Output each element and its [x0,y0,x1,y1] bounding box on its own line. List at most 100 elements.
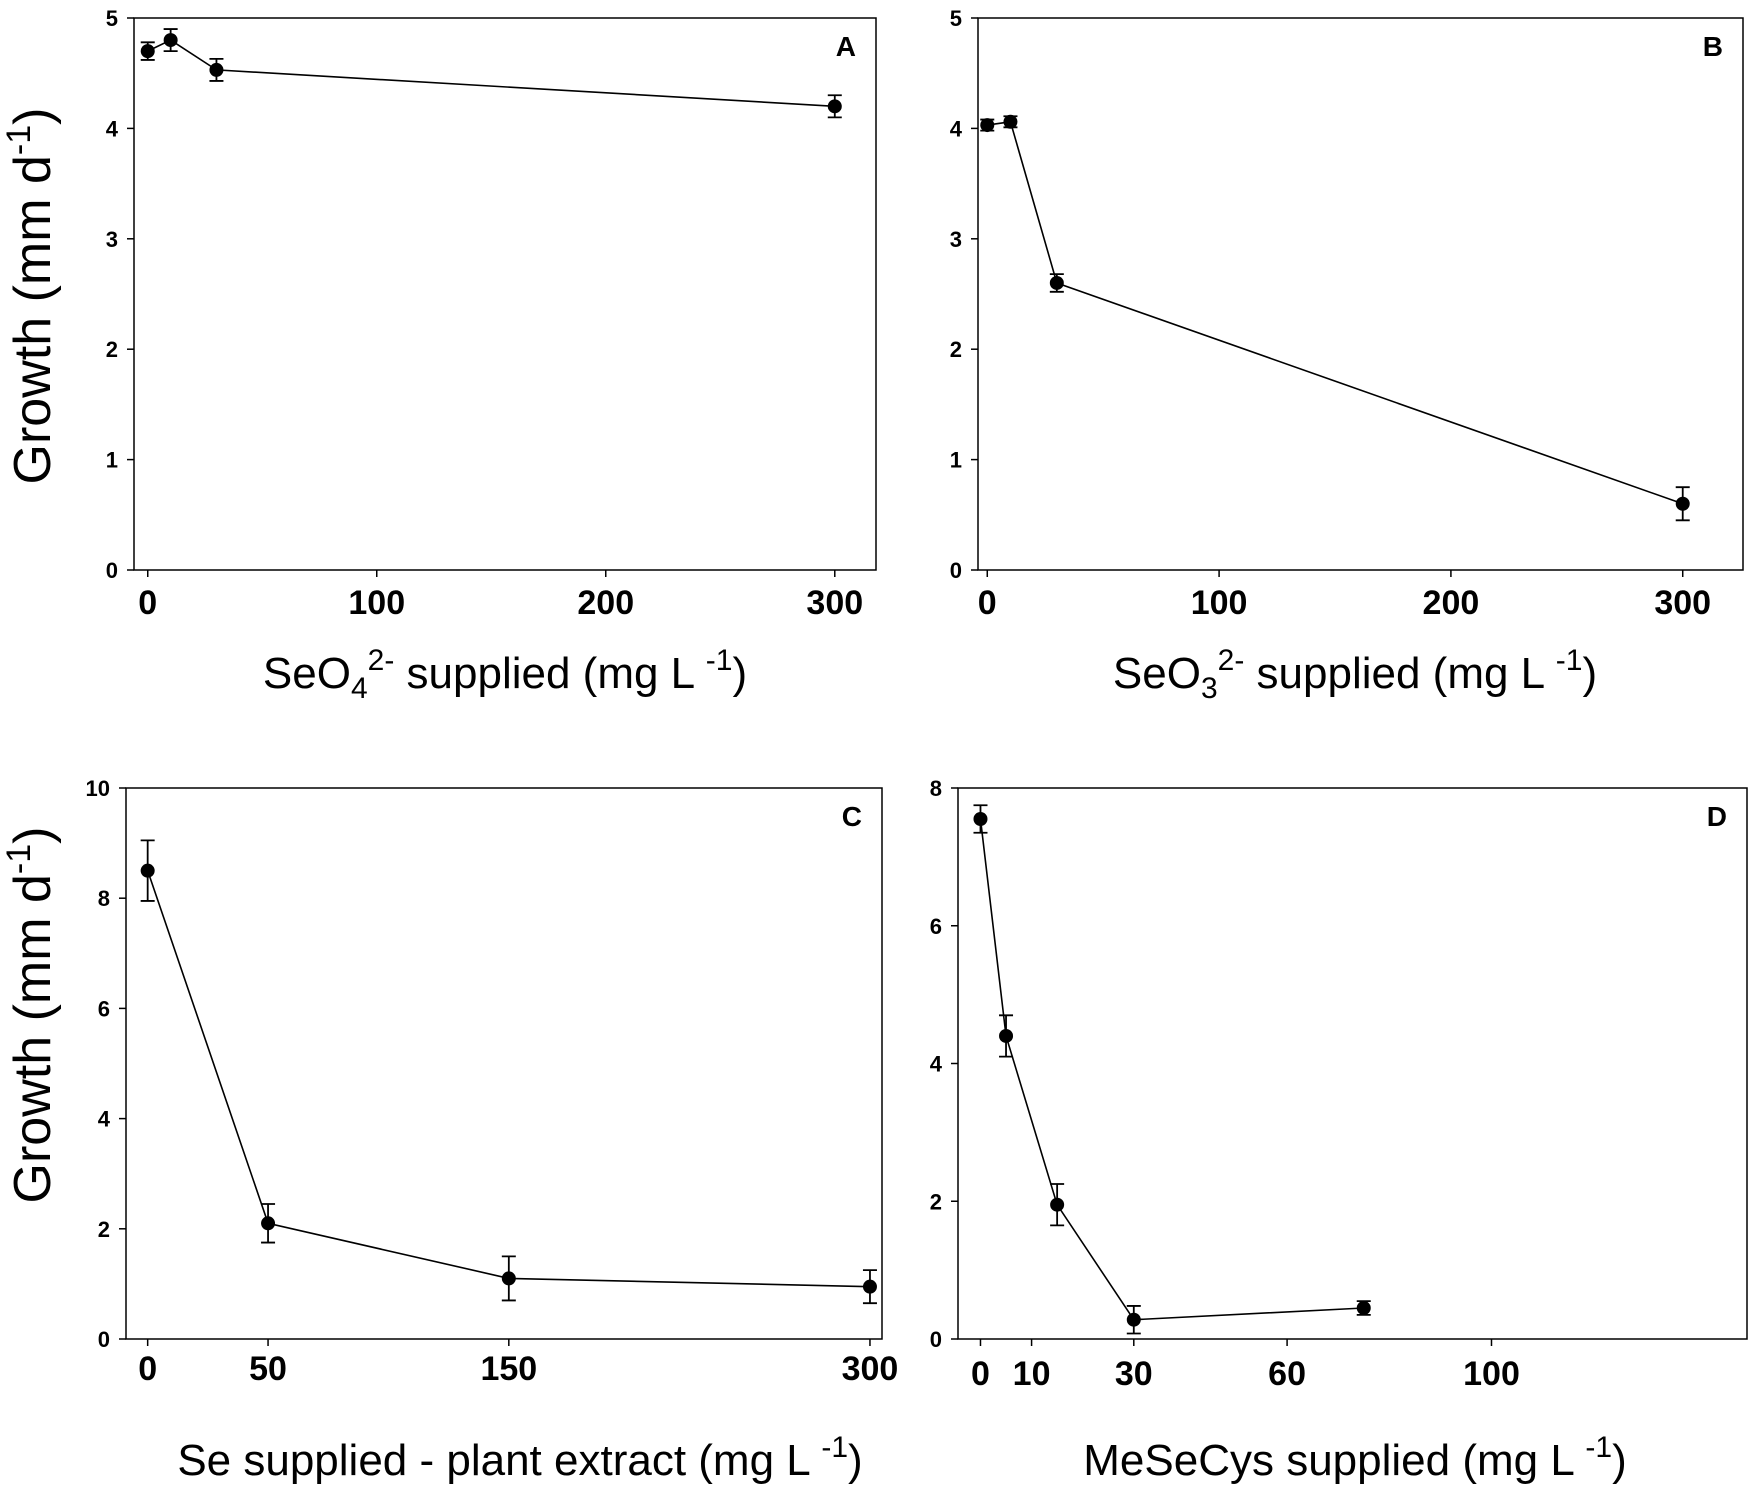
y-tick-label: 6 [930,914,942,939]
y-tick-label: 5 [106,6,118,31]
y-tick-label: 0 [930,1327,942,1352]
plot-frame [125,787,883,1340]
label-part: 2- [1218,644,1245,677]
x-tick-label: 100 [1191,584,1248,622]
panel-label: A [836,31,856,62]
y-tick-label: 4 [98,1107,111,1132]
x-tick-label: 0 [138,1350,157,1388]
label-part: ) [1612,1436,1627,1485]
data-point [973,811,988,826]
y-tick-label: 10 [86,776,110,801]
data-point [862,1279,877,1294]
label-part: SeO [1113,649,1201,698]
y-tick-label: 1 [106,448,118,473]
y-tick-label: 8 [98,886,110,911]
data-line [146,870,870,1288]
data-point [827,99,842,114]
data-line [979,818,1364,1321]
x-axis-label: Se supplied - plant extract (mg L -1) [177,1431,862,1485]
label-part: ) [4,108,62,125]
y-tick-label: 0 [98,1327,110,1352]
x-tick-label: 50 [249,1350,287,1388]
data-point [1356,1301,1371,1316]
data-point [501,1271,516,1286]
x-tick-label: 0 [971,1355,990,1393]
x-tick-label: 200 [577,584,634,622]
label-part: -1 [1556,644,1583,677]
x-tick-label: 150 [480,1350,537,1388]
data-point [140,44,155,59]
x-tick-label: 300 [842,1350,899,1388]
label-part: Se supplied - plant extract (mg L [177,1436,821,1485]
data-point [1126,1312,1141,1327]
y-tick-label: 6 [98,996,110,1021]
data-point [980,118,995,133]
label-part: Growth (mm d [4,874,62,1203]
y-tick-label: 2 [950,337,962,362]
label-part: ) [732,649,747,698]
x-axis-label: MeSeCys supplied (mg L -1) [1083,1431,1626,1485]
y-tick-label: 1 [950,448,962,473]
plot-frame [133,17,877,571]
x-axis-label: SeO32- supplied (mg L -1) [1113,644,1597,705]
label-part: ) [1582,649,1597,698]
label-part: ) [4,827,62,844]
x-tick-label: 300 [1654,584,1711,622]
data-point [261,1216,276,1231]
x-tick-label: 200 [1423,584,1480,622]
panel-label: B [1703,31,1723,62]
y-tick-label: 2 [930,1189,942,1214]
label-part: SeO [263,649,351,698]
label-part: ) [848,1436,863,1485]
data-point [1675,496,1690,511]
x-tick-label: 30 [1115,1355,1153,1393]
y-tick-label: 5 [950,6,962,31]
y-tick-label: 2 [98,1217,110,1242]
x-axis-label: SeO42- supplied (mg L -1) [263,644,747,705]
data-point [209,62,224,77]
x-tick-label: 10 [1013,1355,1051,1393]
label-part: -1 [0,125,38,155]
plot-frame [977,17,1744,571]
plot-frame [957,787,1748,1340]
data-line [147,39,835,108]
data-point [140,863,155,878]
data-point [1050,1197,1065,1212]
x-tick-label: 100 [348,584,405,622]
y-tick-label: 4 [930,1052,943,1077]
y-axis-label: Growth (mm d-1) [0,827,62,1204]
label-part: -1 [821,1431,848,1464]
y-tick-label: 8 [930,776,942,801]
label-part: supplied (mg L [1244,649,1555,698]
x-tick-label: 300 [806,584,863,622]
y-tick-label: 0 [106,558,118,583]
y-axis-label: Growth (mm d-1) [0,108,62,485]
panel-label: D [1707,801,1727,832]
data-point [1049,275,1064,290]
y-tick-label: 0 [950,558,962,583]
data-point [163,33,178,48]
label-part: Growth (mm d [4,155,62,484]
y-tick-label: 3 [950,227,962,252]
label-part: 3 [1201,672,1218,705]
label-part: MeSeCys supplied (mg L [1083,1436,1585,1485]
label-part: -1 [0,844,38,874]
data-point [999,1028,1014,1043]
data-point [1003,114,1018,129]
y-tick-label: 3 [106,227,118,252]
y-tick-label: 2 [106,337,118,362]
label-part: 4 [351,672,368,705]
y-tick-label: 4 [950,116,963,141]
y-tick-label: 4 [106,116,119,141]
panel-label: C [842,801,862,832]
data-line [987,120,1683,505]
x-tick-label: 0 [138,584,157,622]
x-tick-label: 0 [978,584,997,622]
x-tick-label: 100 [1463,1355,1520,1393]
label-part: 2- [368,644,395,677]
x-tick-label: 60 [1268,1355,1306,1393]
label-part: supplied (mg L [394,649,705,698]
label-part: -1 [1585,1431,1612,1464]
label-part: -1 [706,644,733,677]
